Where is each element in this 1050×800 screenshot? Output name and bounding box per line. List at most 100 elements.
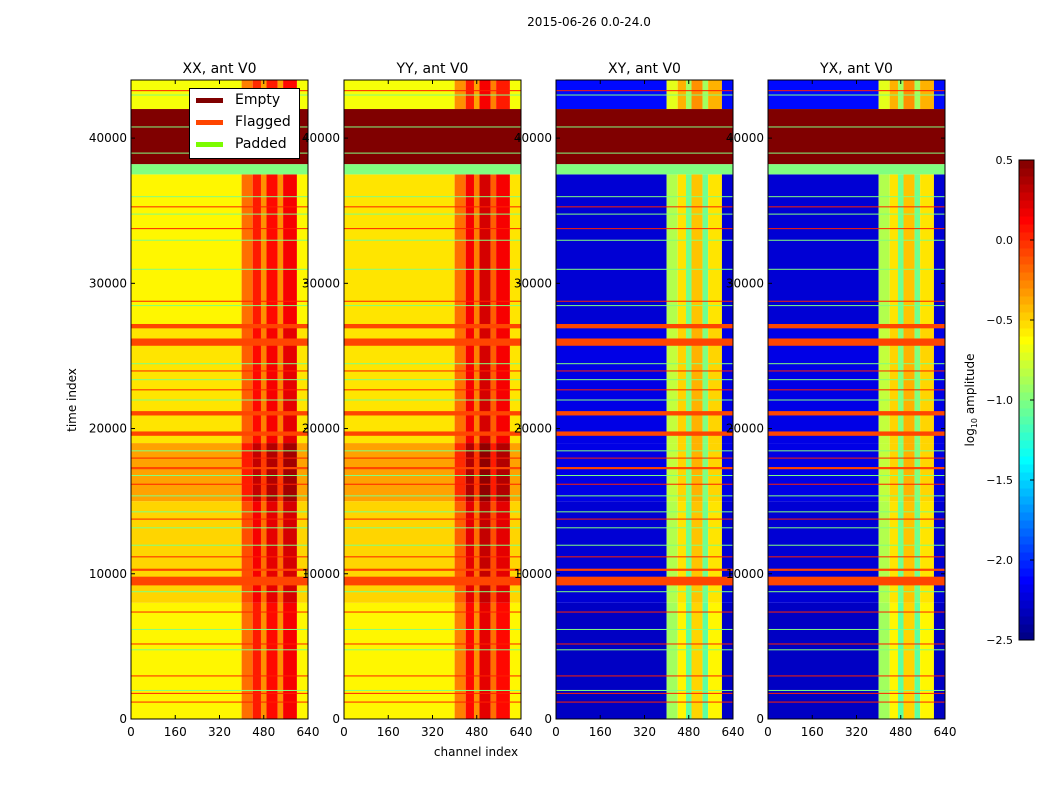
colorbar-segment xyxy=(1019,168,1034,177)
heatmap-cell xyxy=(768,602,879,719)
colorbar-segment xyxy=(1019,504,1034,513)
y-tick-label: 30000 xyxy=(89,276,127,290)
padded-line xyxy=(768,689,945,691)
padded-line xyxy=(344,544,521,546)
padded-line xyxy=(131,450,308,452)
padded-line xyxy=(131,527,308,529)
flagged-line xyxy=(131,556,308,558)
padded-line xyxy=(768,379,945,381)
heatmap-cell xyxy=(454,326,466,444)
padded-line xyxy=(344,450,521,452)
colorbar-segment xyxy=(1019,528,1034,537)
colorbar-segment xyxy=(1019,560,1034,569)
heatmap-cell xyxy=(131,326,242,444)
heatmap-cell xyxy=(296,602,308,719)
flagged-band xyxy=(131,568,308,571)
heatmap-cell xyxy=(889,602,898,719)
y-axis-label: time index xyxy=(65,368,79,432)
flagged-line xyxy=(556,370,733,372)
colorbar-segment xyxy=(1019,408,1034,417)
padded-line xyxy=(556,213,733,215)
x-tick-label: 0 xyxy=(552,725,560,739)
padded-line xyxy=(556,94,733,96)
x-tick-label: 480 xyxy=(889,725,912,739)
colorbar-segment xyxy=(1019,368,1034,377)
heatmap-cell xyxy=(933,443,945,502)
colorbar-segment xyxy=(1019,416,1034,425)
colorbar-segment xyxy=(1019,280,1034,289)
heatmap-cell xyxy=(878,174,890,327)
legend-label: Empty xyxy=(235,92,281,108)
padded-line xyxy=(131,628,308,630)
heatmap-cell xyxy=(454,174,466,327)
flagged-line xyxy=(344,643,521,645)
colorbar-segment xyxy=(1019,264,1034,273)
padded-line xyxy=(556,152,733,154)
flagged-line xyxy=(344,457,521,459)
flagged-line xyxy=(344,518,521,520)
flagged-line xyxy=(556,206,733,208)
padded-line xyxy=(344,689,521,691)
flagged-band xyxy=(768,568,945,571)
colorbar-segment xyxy=(1019,248,1034,257)
flagged-line xyxy=(344,90,521,92)
heatmap-cell xyxy=(509,443,521,502)
heatmap-cell xyxy=(677,443,686,502)
flagged-band xyxy=(344,576,521,586)
colorbar-tick-label: −0.5 xyxy=(986,314,1013,327)
padded-line xyxy=(768,305,945,307)
heatmap-cell xyxy=(702,602,709,719)
heatmap-cell xyxy=(490,443,497,502)
colorbar-segment xyxy=(1019,360,1034,369)
x-tick-label: 640 xyxy=(934,725,957,739)
flagged-band xyxy=(344,568,521,571)
padded-line xyxy=(131,511,308,513)
heatmap-cell xyxy=(768,326,879,444)
flagged-line xyxy=(556,611,733,613)
padded-line xyxy=(131,475,308,477)
padded-line xyxy=(131,544,308,546)
colorbar-segment xyxy=(1019,512,1034,521)
flagged-line xyxy=(556,300,733,302)
flagged-line xyxy=(768,701,945,703)
heatmap-cell xyxy=(666,326,678,444)
x-tick-label: 320 xyxy=(845,725,868,739)
heatmap-cell xyxy=(454,443,466,502)
colorbar-label: log10 amplitude xyxy=(963,354,979,447)
flagged-line xyxy=(131,643,308,645)
colorbar-segment xyxy=(1019,584,1034,593)
flagged-line xyxy=(131,675,308,677)
x-tick-label: 0 xyxy=(127,725,135,739)
heatmap-cell xyxy=(490,501,497,603)
heatmap-cell xyxy=(685,501,692,603)
heatmap-cell xyxy=(914,174,921,327)
heatmap-cell xyxy=(266,602,278,719)
padded-line xyxy=(131,495,308,497)
panel-title: YX, ant V0 xyxy=(819,61,893,77)
flagged-line xyxy=(344,228,521,230)
flagged-line xyxy=(768,370,945,372)
padded-line xyxy=(344,305,521,307)
heatmap-cell xyxy=(920,174,934,327)
heatmap-cell xyxy=(260,326,267,444)
y-tick-label: 40000 xyxy=(514,131,552,145)
heatmap-cell xyxy=(277,443,284,502)
padded-line xyxy=(131,363,308,365)
padded-line xyxy=(131,305,308,307)
flagged-line xyxy=(768,675,945,677)
padded-line xyxy=(344,213,521,215)
heatmap-cell xyxy=(509,602,521,719)
heatmap-panel: XX, ant V0 0 160 320 480 640 0 10000 20000 30000 4… xyxy=(89,61,320,739)
heatmap-cell xyxy=(897,602,904,719)
heatmap-cell xyxy=(903,443,915,502)
colorbar-segment xyxy=(1019,232,1034,241)
flagged-line xyxy=(768,457,945,459)
flagged-line xyxy=(131,692,308,694)
padded-line xyxy=(768,649,945,651)
flagged-line xyxy=(556,701,733,703)
padded-line xyxy=(556,450,733,452)
heatmap-cell xyxy=(556,326,667,444)
padded-line xyxy=(344,196,521,198)
colorbar-segment xyxy=(1019,328,1034,337)
colorbar-tick-label: 0.5 xyxy=(996,154,1014,167)
